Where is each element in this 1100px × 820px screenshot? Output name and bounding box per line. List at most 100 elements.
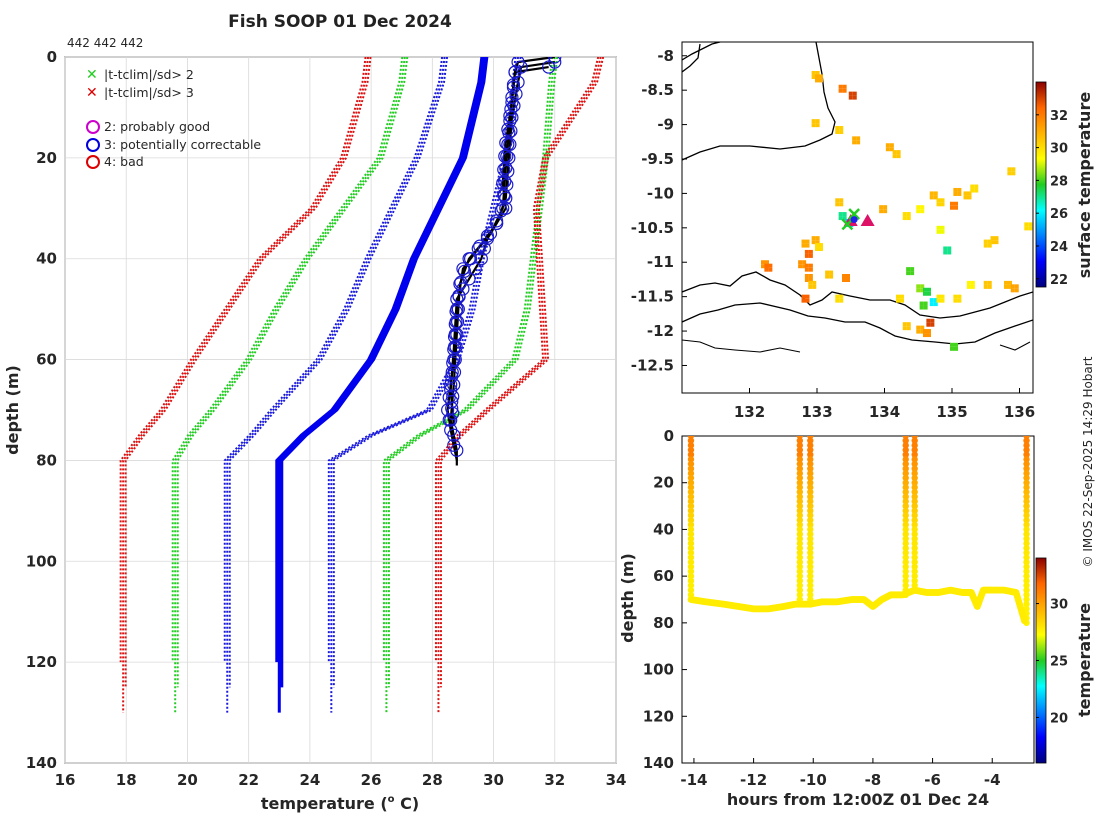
sst-pixel — [801, 298, 806, 303]
sst-pixel — [987, 239, 992, 244]
section-cast-point — [902, 493, 909, 500]
sst-pixel — [902, 326, 907, 331]
section-cast-point — [1023, 507, 1030, 514]
sst-pixel — [987, 284, 992, 289]
section-cast-point — [1023, 605, 1030, 613]
section-ytick-label: 100 — [643, 661, 674, 679]
sst-pixel — [916, 288, 921, 293]
section-cast-point — [796, 470, 804, 477]
sst-pixel — [916, 209, 921, 214]
sst-pixel — [994, 236, 999, 241]
section-ytick-label: 140 — [643, 754, 674, 772]
section-cast-point — [902, 554, 909, 561]
map-ytick-label: -8.5 — [641, 81, 674, 99]
section-cast-point — [807, 544, 814, 552]
sst-pixel — [1008, 280, 1012, 285]
flag-circle-marker — [468, 262, 482, 276]
section-cast-point — [911, 507, 918, 514]
profile-xtick-label: 18 — [116, 771, 137, 789]
sst-pixel — [906, 322, 911, 327]
section-cast-point — [796, 484, 804, 491]
section-cast-point — [911, 446, 918, 454]
map-colorbar-label-tick: 28 — [1050, 174, 1068, 189]
profile-xtick-label: 16 — [55, 771, 76, 789]
sst-pixel — [936, 225, 941, 230]
sst-pixel — [950, 201, 954, 206]
sst-pixel — [943, 250, 948, 255]
section-cast-point — [796, 442, 804, 449]
climatology-line-mean-2sd — [174, 57, 406, 713]
sst-pixel — [896, 150, 901, 155]
sst-pixel — [808, 284, 813, 289]
section-cast-point — [807, 442, 814, 449]
legend-circle-blue-icon — [86, 138, 100, 152]
section-cast-point — [911, 516, 918, 524]
section-cast-point — [1023, 479, 1030, 486]
sst-pixel — [957, 294, 962, 299]
section-cast-point — [902, 451, 909, 458]
climatology-line-mean-1sd — [223, 57, 444, 663]
section-cast-point — [807, 437, 814, 444]
sst-pixel — [1007, 167, 1012, 172]
section-cast-point — [902, 507, 909, 514]
section-cast-point — [687, 488, 695, 496]
section-cast-point — [687, 498, 695, 505]
sst-pixel — [933, 298, 938, 303]
profile-xtick-label: 34 — [606, 771, 627, 789]
section-cast-point — [796, 572, 804, 580]
profile-ytick-label: 60 — [36, 351, 57, 369]
sst-pixel — [852, 140, 857, 145]
section-cast-point — [807, 582, 814, 589]
sst-pixel — [1007, 171, 1012, 176]
sst-pixel — [916, 325, 921, 330]
sst-pixel — [940, 202, 945, 207]
climatology-line-mean-3sd — [119, 57, 367, 663]
sst-pixel — [902, 322, 907, 327]
section-cast-point — [687, 507, 695, 514]
sst-pixel — [900, 294, 904, 299]
sst-pixel — [954, 342, 958, 347]
section-cast-point — [911, 493, 918, 500]
sst-pixel — [808, 274, 813, 278]
sst-pixel — [916, 205, 921, 210]
climatology-line-mean — [275, 57, 484, 663]
sst-pixel — [957, 298, 962, 303]
sst-pixel — [927, 291, 931, 296]
sst-pixel — [839, 198, 844, 203]
sst-pixel — [825, 274, 830, 279]
section-cast-point — [1023, 456, 1030, 463]
section-xlabel: hours from 12:00Z 01 Dec 24 — [727, 790, 989, 809]
sst-pixel — [953, 187, 958, 192]
section-xtick-label: -10 — [800, 771, 827, 789]
sst-pixel — [902, 216, 907, 221]
flag-circle-marker — [444, 378, 458, 392]
sst-pixel — [919, 301, 924, 306]
section-cast-point — [1023, 582, 1030, 589]
sst-pixel — [811, 119, 816, 124]
sst-pixel — [848, 95, 853, 100]
section-cast-point — [911, 498, 918, 505]
sst-pixel — [927, 329, 931, 334]
profile-xtick-label: 22 — [238, 771, 259, 789]
section-cast-point — [687, 586, 695, 594]
sst-pixel — [926, 318, 931, 323]
section-cast-point — [796, 568, 804, 575]
section-cast-point — [911, 535, 918, 542]
flag-circle-marker — [445, 365, 459, 379]
section-cast-point — [687, 577, 695, 585]
section-cast-point — [687, 516, 695, 524]
section-cast-point — [902, 530, 909, 538]
flag-circle-marker — [447, 438, 461, 452]
section-cast-point — [796, 460, 804, 468]
section-cast-point — [807, 568, 814, 575]
section-cast-point — [902, 572, 909, 580]
sst-pixel — [936, 198, 941, 203]
coastline-mainland-north — [682, 42, 836, 161]
map-colorbar — [1035, 81, 1047, 288]
sst-pixel — [802, 264, 807, 269]
profile-xlabel: temperature (o C) — [261, 794, 419, 813]
map-x-marker — [848, 208, 861, 220]
sst-pixel — [804, 263, 809, 268]
flag-circle-marker — [445, 369, 459, 383]
